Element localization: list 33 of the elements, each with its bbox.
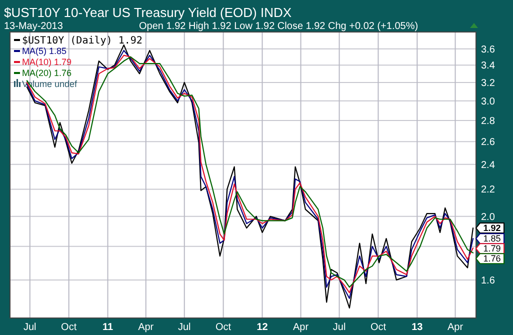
annotation: 1.79: [483, 244, 501, 254]
legend-label: $UST10Y (Daily) 1.92: [22, 36, 142, 46]
legend-label: MA(20) 1.76: [22, 68, 72, 78]
annotation: 1.76: [483, 254, 501, 264]
x-tick-label: 13: [412, 322, 424, 333]
annotation: 1.85: [483, 234, 501, 244]
y-tick-label: 2.8: [481, 116, 496, 128]
y-tick-label: 2.0: [481, 212, 496, 223]
x-tick-label: Jul: [23, 322, 36, 333]
legend-label: MA(10) 1.79: [22, 57, 72, 68]
y-tick-label: 2.4: [481, 160, 496, 171]
x-tick-label: Jul: [332, 322, 346, 333]
legend-label: MA(5) 1.85: [22, 46, 67, 56]
annotation: 1.92: [483, 223, 501, 234]
y-tick-label: 3.0: [481, 96, 496, 108]
x-tick-label: Jul: [178, 322, 191, 333]
y-tick-label: 2.6: [481, 137, 496, 148]
x-tick-label: Oct: [61, 322, 77, 333]
x-tick-label: 11: [102, 322, 114, 333]
y-tick-label: 3.4: [481, 60, 496, 72]
x-tick-label: Apr: [292, 322, 310, 333]
annotation: Open 1.92 High 1.92 Low 1.92 Close 1.92 Chg +0.02 (+1.05%): [139, 21, 418, 32]
chart-title: $UST10Y 10-Year US Treasury Yield (EOD) INDX: [4, 5, 292, 20]
x-tick-label: Oct: [370, 322, 386, 333]
y-tick-label: 3.6: [481, 44, 496, 56]
y-tick-label: 1.6: [481, 275, 496, 286]
x-tick-label: 12: [256, 322, 268, 333]
x-tick-label: Apr: [138, 322, 154, 333]
x-tick-label: Oct: [216, 322, 232, 333]
y-tick-label: 3.2: [481, 78, 496, 89]
y-tick-label: 2.2: [481, 184, 496, 196]
x-tick-label: Apr: [447, 322, 464, 333]
chart-subtitle: 13-May-2013: [4, 21, 64, 32]
